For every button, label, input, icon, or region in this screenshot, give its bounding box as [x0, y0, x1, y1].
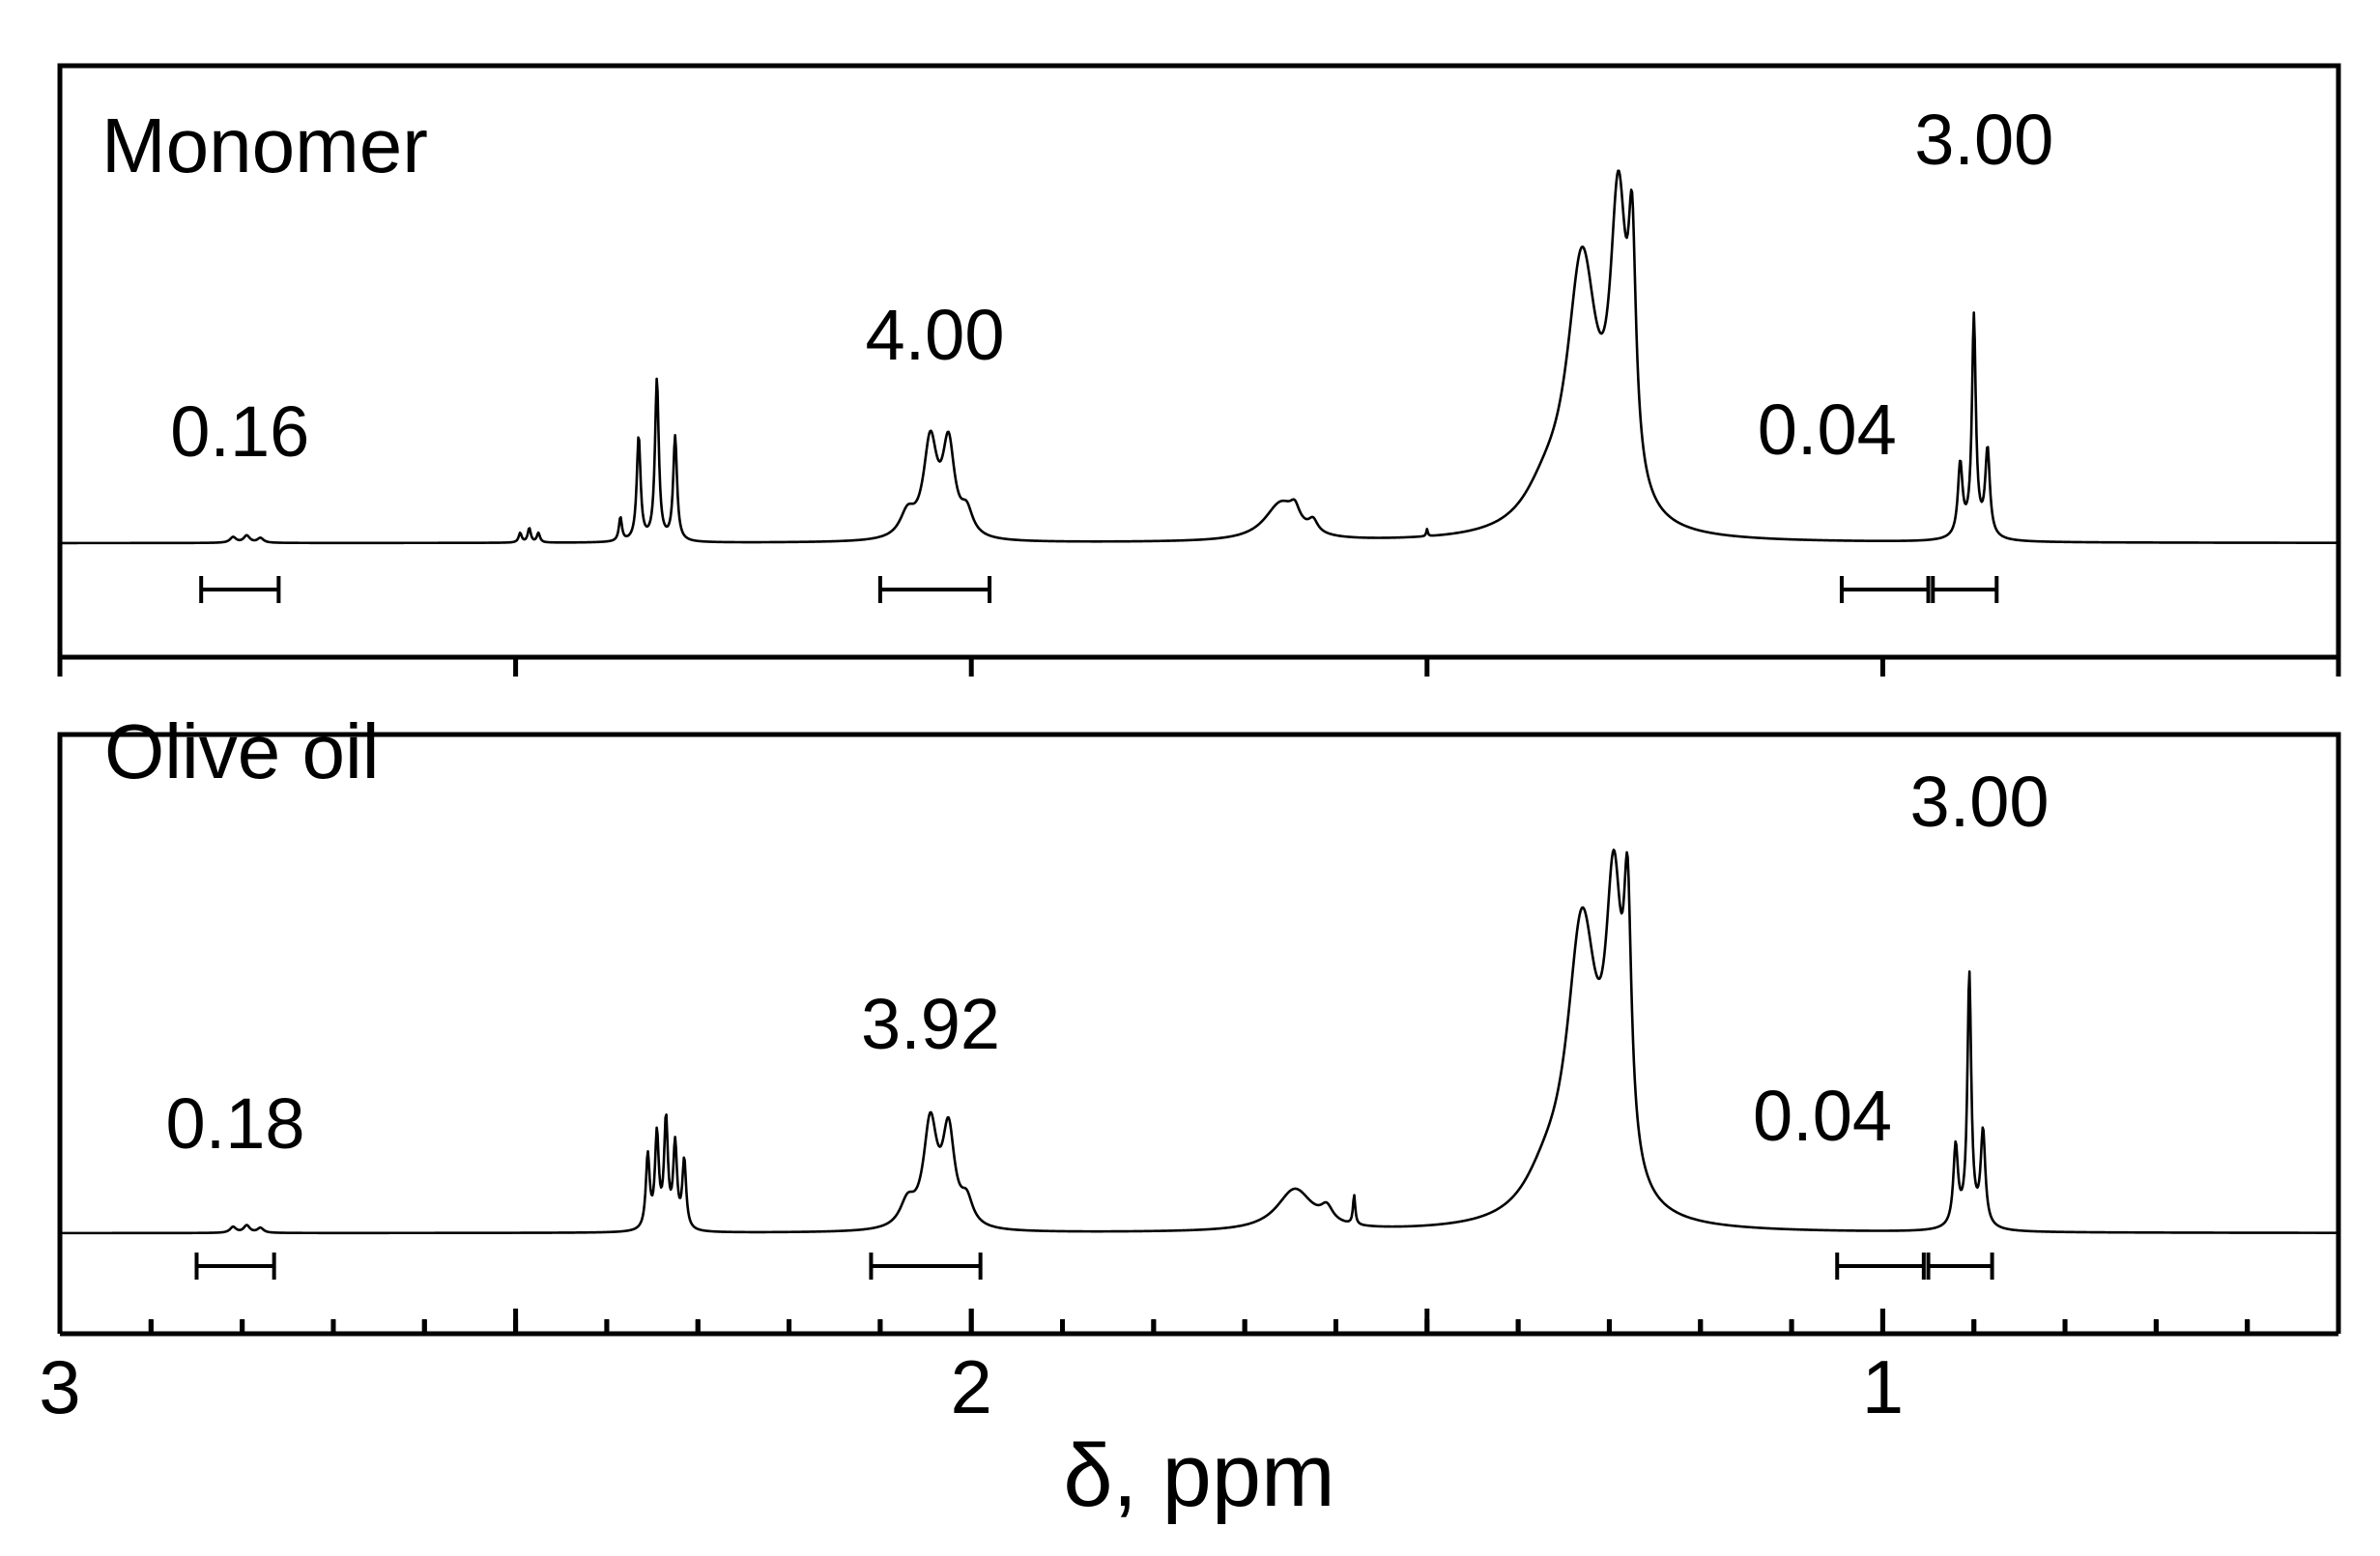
integral-label: 0.04: [1753, 1076, 1892, 1156]
x-axis-title: δ, ppm: [1063, 1426, 1334, 1525]
integral-label: 0.18: [166, 1083, 305, 1164]
integral-label: 3.00: [1910, 762, 2050, 842]
x-tick-label: 2: [951, 1344, 992, 1429]
x-tick-labels: 3 2 1: [39, 1344, 1904, 1429]
spectrum-line-olive-oil: [59, 848, 2339, 1235]
integral-label: 0.04: [1758, 389, 1897, 470]
integral-bar: [1926, 1253, 1994, 1280]
integral-bar: [877, 576, 992, 603]
x-tick-label: 1: [1862, 1344, 1904, 1429]
x-tick-label: 3: [39, 1344, 80, 1429]
panel-label-olive-oil: Olive oil: [104, 708, 380, 794]
integral-bar: [199, 576, 281, 603]
integral-bar: [194, 1253, 276, 1280]
bottom-axis-ticks: [57, 1309, 2341, 1334]
middle-axis-ticks: [57, 657, 2341, 677]
integrals-monomer: 0.16 4.00 0.04 3.00: [170, 100, 2053, 603]
panel-frame-monomer: [57, 63, 2341, 657]
integral-label: 0.16: [170, 391, 309, 472]
integral-label: 4.00: [865, 295, 1004, 375]
spectrum-line-monomer: [59, 169, 2339, 545]
integral-label: 3.00: [1914, 100, 2053, 180]
panel-frame-olive-oil: [57, 732, 2341, 1334]
integral-bar: [1839, 576, 1931, 603]
integrals-olive-oil: 0.18 3.92 0.04 3.00: [166, 762, 2050, 1280]
integral-bar: [869, 1253, 983, 1280]
integral-bar: [1835, 1253, 1926, 1280]
integral-label: 3.92: [861, 984, 1000, 1064]
integral-bar: [1931, 576, 1999, 603]
panel-label-monomer: Monomer: [101, 102, 428, 188]
